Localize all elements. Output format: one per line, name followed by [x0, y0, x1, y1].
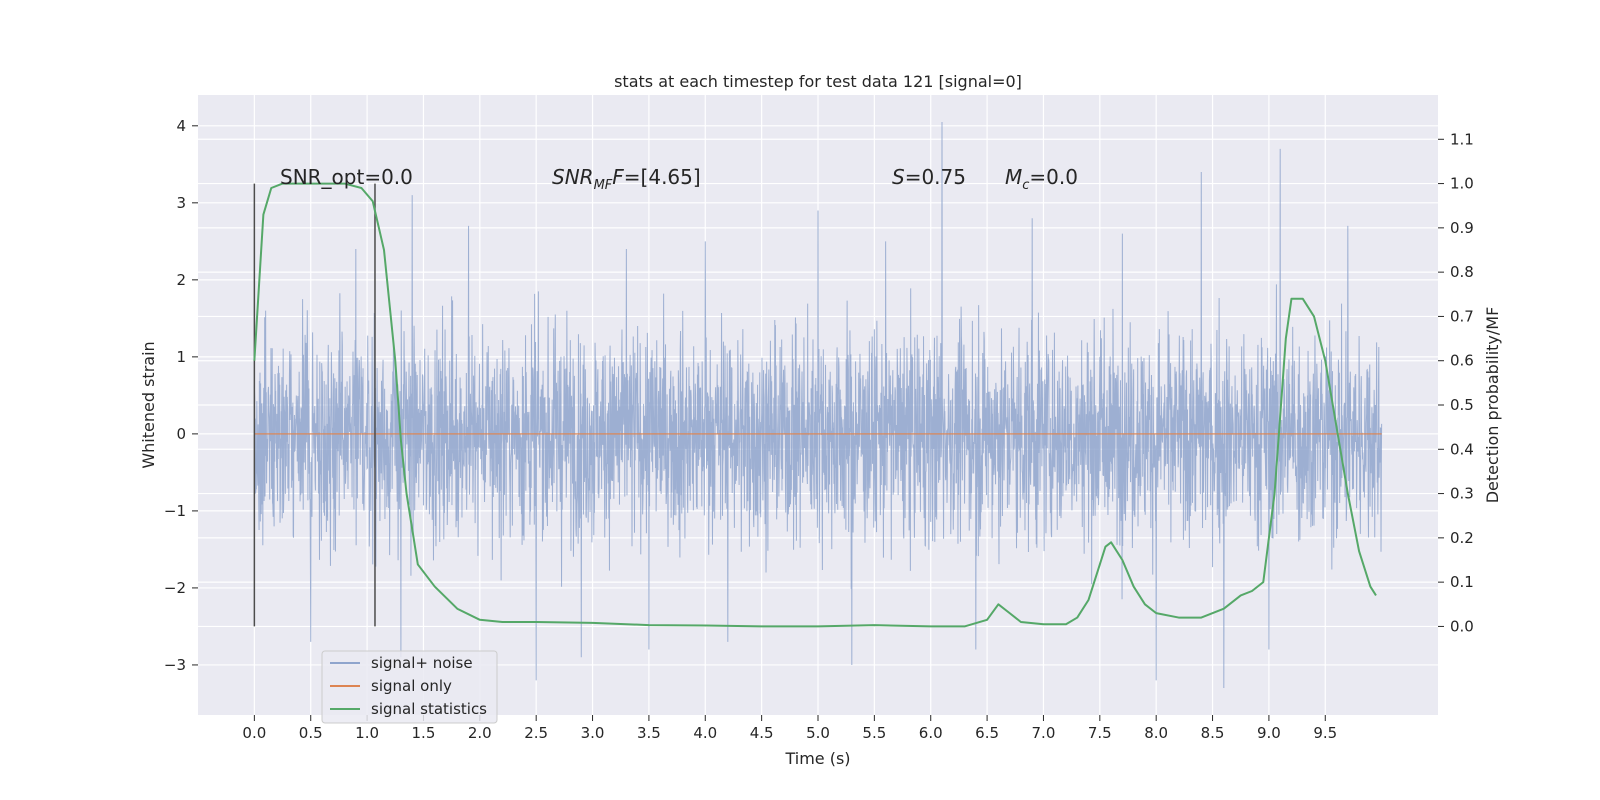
y-right-tick-label: 0.6 [1450, 352, 1474, 370]
annotation-snr-opt: SNR_opt=0.0 [280, 165, 413, 189]
annotation-mc-symbol: M [1005, 165, 1022, 189]
x-tick-label: 9.0 [1257, 724, 1281, 742]
annotation-mc-value: =0.0 [1029, 165, 1078, 189]
legend-label-statistics: signal statistics [371, 700, 487, 718]
annotation-mc: Mc=0.0 [1005, 165, 1078, 193]
x-tick-label: 8.0 [1144, 724, 1168, 742]
x-tick-label: 3.0 [581, 724, 605, 742]
y-tick-label: −2 [164, 579, 186, 597]
y-axis-label: Whitened strain [139, 341, 158, 468]
annotation-mc-subscript: c [1022, 178, 1029, 193]
legend-label-signal: signal only [371, 677, 452, 695]
x-tick-label: 9.5 [1313, 724, 1337, 742]
y-tick-label: −1 [164, 502, 186, 520]
annotation-snr-mf-f: F [612, 165, 624, 189]
data-layer [253, 121, 1383, 689]
y-right-tick-label: 0.8 [1450, 263, 1474, 281]
annotation-s-value: =0.75 [905, 165, 966, 189]
series-signal-plus-noise [253, 121, 1383, 689]
y-right-tick-label: 1.0 [1450, 175, 1474, 193]
y-axis-right-label: Detection probability/MF [1483, 307, 1502, 504]
y-right-tick-label: 0.4 [1450, 440, 1474, 458]
legend-label-noise: signal+ noise [371, 654, 473, 672]
chart-title: stats at each timestep for test data 121… [614, 72, 1022, 91]
y-right-tick-label: 0.2 [1450, 529, 1474, 547]
y-right-tick-label: 0.0 [1450, 617, 1474, 635]
y-tick-label: −3 [164, 656, 186, 674]
y-tick-label: 2 [176, 271, 186, 289]
x-tick-label: 7.0 [1032, 724, 1056, 742]
x-tick-label: 2.0 [468, 724, 492, 742]
x-tick-label: 5.5 [862, 724, 886, 742]
series-signal-statistics [253, 182, 1377, 628]
annotation-s: S=0.75 [892, 165, 966, 189]
y-right-tick-label: 0.9 [1450, 219, 1474, 237]
x-tick-label: 6.0 [919, 724, 943, 742]
annotation-snr-mf-subscript: MF [594, 178, 613, 193]
y-right-tick-label: 0.1 [1450, 573, 1474, 591]
x-tick-label: 6.5 [975, 724, 999, 742]
y-tick-label: 1 [176, 348, 186, 366]
y-tick-label: 0 [176, 425, 186, 443]
x-tick-label: 0.5 [299, 724, 323, 742]
x-tick-label: 0.0 [242, 724, 266, 742]
y-right-tick-label: 0.5 [1450, 396, 1474, 414]
annotation-snr-mf-symbol: SNR [552, 165, 594, 189]
x-tick-label: 1.5 [412, 724, 436, 742]
axis-layer: 0.0 0.5 1.0 1.5 2.0 2.5 3.0 3.5 4.0 4.5 5.0 5.5 6.0 6… [164, 117, 1474, 742]
y-right-tick-label: 0.7 [1450, 307, 1474, 325]
x-tick-label: 4.5 [750, 724, 774, 742]
annotation-snr-mf: SNRMFF=[4.65] [552, 165, 701, 193]
x-tick-label: 5.0 [806, 724, 830, 742]
x-tick-label: 1.0 [355, 724, 379, 742]
x-tick-label: 7.5 [1088, 724, 1112, 742]
x-axis-label: Time (s) [784, 749, 850, 768]
y-right-tick-label: 1.1 [1450, 130, 1474, 148]
y-right-tick-label: 0.3 [1450, 485, 1474, 503]
annotation-snr-mf-value: =[4.65] [624, 165, 701, 189]
x-tick-label: 4.0 [693, 724, 717, 742]
x-tick-label: 8.5 [1201, 724, 1225, 742]
legend-box [321, 650, 498, 724]
x-tick-label: 2.5 [524, 724, 548, 742]
annotation-s-symbol: S [892, 165, 905, 189]
legend: signal+ noise signal only signal statist… [321, 650, 498, 724]
x-tick-label: 3.5 [637, 724, 661, 742]
y-tick-label: 3 [176, 194, 186, 212]
y-tick-label: 4 [176, 117, 186, 135]
